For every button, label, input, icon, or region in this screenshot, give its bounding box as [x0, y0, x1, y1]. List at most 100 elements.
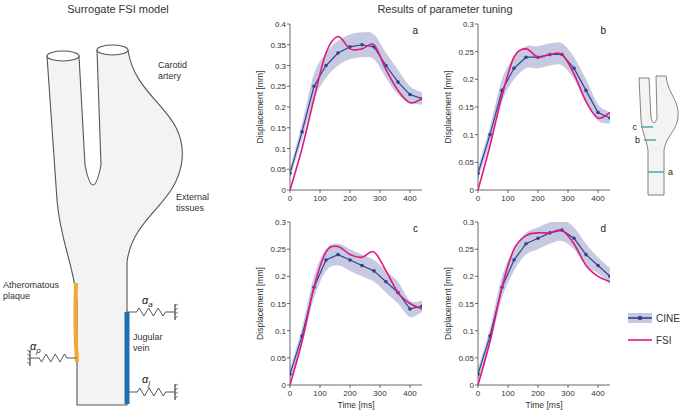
x-tick-label: 0: [288, 194, 293, 203]
y-tick-label: 0.1: [463, 327, 475, 336]
text-line: artery: [158, 71, 182, 81]
data-point: [360, 43, 364, 47]
y-tick: [287, 127, 290, 128]
data-point: [408, 307, 412, 311]
legend-marker: [638, 316, 642, 320]
spring: [127, 308, 175, 316]
data-point: [290, 172, 292, 176]
legend-label: FSI: [656, 335, 672, 346]
series-line: [478, 49, 610, 190]
y-tick-label: 0.2: [275, 272, 287, 281]
y-tick: [475, 276, 478, 277]
y-tick: [475, 303, 478, 304]
data-point: [572, 66, 576, 70]
ground-hatch: [27, 358, 30, 360]
y-tick: [475, 24, 478, 25]
series-line: [290, 255, 422, 375]
x-tick: [290, 385, 291, 388]
x-tick-label: 300: [373, 389, 387, 398]
data-point: [408, 93, 412, 97]
x-tick-label: 400: [403, 389, 417, 398]
y-tick-label: 0: [470, 381, 475, 390]
y-tick: [475, 357, 478, 358]
subscript: a: [148, 300, 153, 309]
chart-panel: 00.050.10.150.20.250.30100200300400Displ…: [255, 218, 424, 410]
panel-title: Surrogate FSI model: [67, 3, 169, 15]
x-tick-label: 0: [476, 389, 481, 398]
x-tick-label: 100: [501, 194, 515, 203]
x-tick: [290, 190, 291, 193]
y-axis-title: Displacement [mm]: [443, 71, 453, 144]
x-axis: [290, 190, 422, 191]
y-tick-label: 0.35: [270, 41, 286, 50]
y-tick: [287, 65, 290, 66]
x-tick: [410, 385, 411, 388]
x-tick: [410, 190, 411, 193]
y-tick: [475, 190, 478, 191]
y-tick: [287, 44, 290, 45]
panel-title: Results of parameter tuning: [377, 3, 512, 15]
y-tick-label: 0.1: [275, 145, 287, 154]
y-tick-label: 0.25: [270, 82, 286, 91]
series-line: [290, 45, 422, 174]
data-point: [488, 133, 492, 137]
legend-line: [628, 339, 652, 341]
subscript: p: [35, 346, 41, 355]
x-tick: [568, 385, 569, 388]
y-tick: [287, 222, 290, 223]
x-tick-label: 200: [343, 389, 357, 398]
x-tick-label: 400: [403, 194, 417, 203]
ground-hatch: [175, 384, 178, 386]
text-line: plaque: [3, 291, 30, 301]
x-tick-label: 200: [343, 194, 357, 203]
x-tick: [568, 190, 569, 193]
x-tick-label: 300: [561, 194, 575, 203]
section-line: [644, 139, 656, 140]
ground-hatch: [175, 312, 178, 314]
x-tick: [598, 190, 599, 193]
text-line: vein: [133, 343, 150, 353]
diagram-label: Atheromatousplaque: [3, 280, 60, 301]
y-tick-label: 0.05: [270, 354, 286, 363]
panel-letter: a: [412, 25, 418, 36]
data-point: [512, 66, 516, 70]
data-point: [384, 280, 388, 284]
error-band: [290, 32, 422, 178]
y-tick: [475, 330, 478, 331]
jugular-vein: [125, 312, 130, 404]
x-tick-label: 300: [373, 194, 387, 203]
data-point: [348, 258, 352, 262]
diagram-label: Externaltissues: [176, 192, 209, 213]
y-tick-label: 0: [282, 186, 287, 195]
chart-panel: 00.050.10.150.20.250.30.350.401002003004…: [255, 20, 424, 203]
panel-letter: b: [600, 25, 606, 36]
y-tick: [475, 162, 478, 163]
legend-label: CINE: [656, 313, 680, 324]
x-tick: [320, 190, 321, 193]
data-point: [360, 264, 364, 268]
diagram-label: Carotidartery: [158, 60, 187, 81]
ground-hatch: [27, 362, 30, 364]
x-tick: [508, 190, 509, 193]
spring: [128, 388, 175, 396]
x-tick-label: 400: [591, 194, 605, 203]
data-point: [524, 55, 528, 59]
y-tick-label: 0.3: [463, 20, 475, 29]
data-point: [512, 258, 516, 262]
y-axis-title: Displacement [mm]: [443, 267, 453, 340]
vessel-diagram: [27, 45, 182, 405]
data-point: [584, 89, 588, 93]
spring-label: αp: [30, 340, 41, 355]
panel-letter: c: [413, 223, 418, 234]
y-tick: [475, 107, 478, 108]
y-tick: [287, 303, 290, 304]
y-tick: [475, 385, 478, 386]
x-tick-label: 200: [531, 389, 545, 398]
chart-panel: 00.050.10.150.20.250.30100200300400Displ…: [443, 20, 612, 203]
plot-area: [478, 222, 610, 385]
data-point: [312, 84, 316, 88]
legend: CINE FSI: [628, 313, 680, 346]
x-tick: [320, 385, 321, 388]
y-tick-label: 0.15: [270, 300, 286, 309]
x-tick-label: 0: [288, 389, 293, 398]
